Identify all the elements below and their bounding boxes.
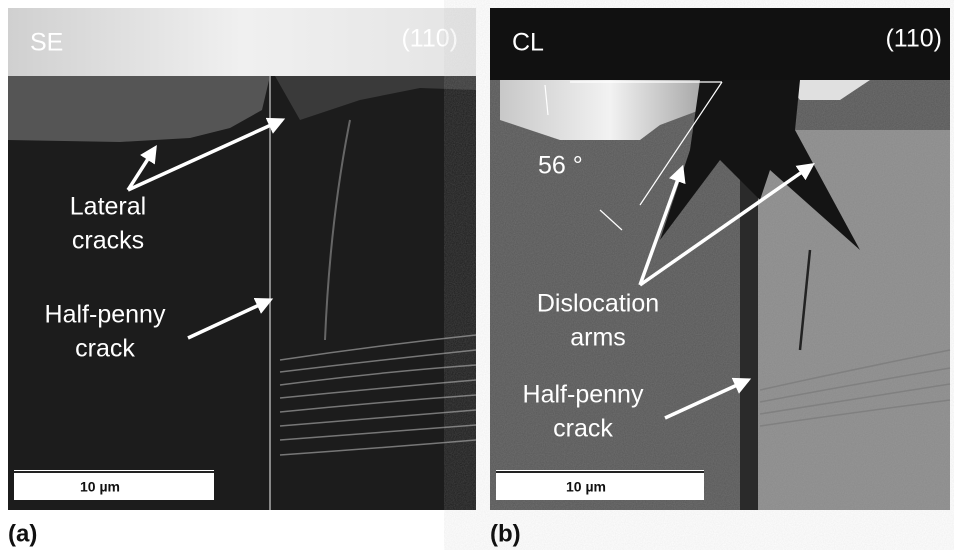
annotation: Dislocation <box>537 290 659 318</box>
panel-caption: (a) <box>8 520 37 547</box>
annotation: Half-penny <box>523 381 644 409</box>
orientation-label: (110) <box>401 25 458 53</box>
annotation: arms <box>570 324 626 352</box>
annotation: crack <box>75 335 135 363</box>
annotation: cracks <box>72 227 144 255</box>
panel-b: CL (110) 56 ° Dislocation arms Half-penn… <box>490 8 950 510</box>
mode-label: CL <box>512 29 544 57</box>
figure: SE (110) Lateral cracks Half-penny crack… <box>0 0 954 550</box>
annotation: Lateral <box>70 193 146 221</box>
page: SE (110) Lateral cracks Half-penny crack… <box>0 0 954 550</box>
annotation: Half-penny <box>45 301 166 329</box>
orientation-label: (110) <box>885 25 942 53</box>
panel-caption: (b) <box>490 520 521 547</box>
panel-a: SE (110) Lateral cracks Half-penny crack… <box>8 8 476 510</box>
scale-bar-label: 10 µm <box>566 479 606 495</box>
annotation: crack <box>553 415 613 443</box>
mode-label: SE <box>30 29 63 57</box>
scale-bar-label: 10 µm <box>80 479 120 495</box>
angle-label: 56 ° <box>538 152 583 180</box>
